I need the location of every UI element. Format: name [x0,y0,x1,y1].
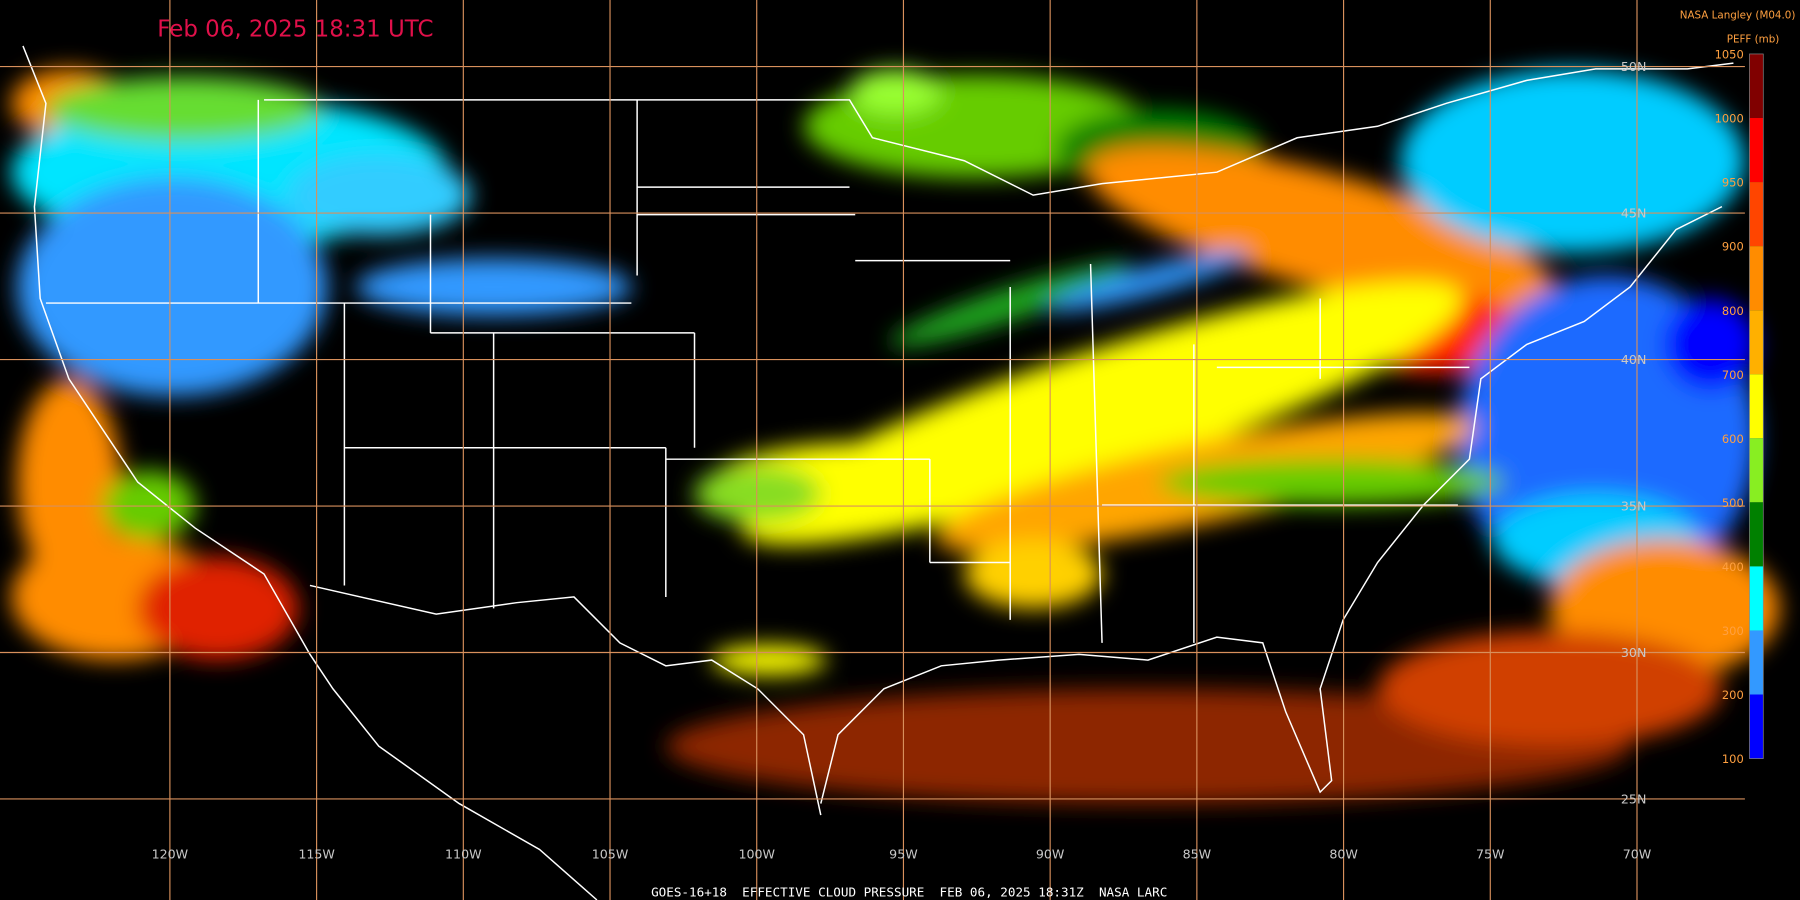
lon-label: 85W [1183,847,1212,862]
colorbar-tick-label: 500 [1722,496,1744,510]
colorbar-tick-label: 900 [1722,240,1744,254]
credit: NASA Langley (M04.0) [1680,9,1796,21]
lat-label: 50N [1621,59,1646,74]
colorbar-tick-label: 700 [1722,368,1744,382]
lon-label: 110W [445,847,482,862]
lat-label: 25N [1621,792,1646,807]
lon-label: 70W [1623,847,1652,862]
colorbar-tick-label: 100 [1722,752,1744,766]
lon-label: 115W [298,847,335,862]
colorbar-segment [1749,438,1764,503]
caption: GOES-16+18 EFFECTIVE CLOUD PRESSURE FEB … [651,885,1167,900]
colorbar-tick-label: 1000 [1715,112,1744,126]
map-outlines [22,45,1734,900]
colorbar-segment [1749,182,1764,247]
colorbar-tick-label: 1050 [1715,48,1744,62]
colorbar-tick-label: 600 [1722,432,1744,446]
colorbar-tick-label: 400 [1722,560,1744,574]
lon-label: 80W [1329,847,1358,862]
lon-label: 120W [152,847,189,862]
lon-label: 105W [592,847,629,862]
colorbar-label: PEFF (mb) [1727,33,1780,45]
colorbar-segment [1749,630,1764,695]
colorbar: 1050 1000 950 900 800 700 600 500 400 300 200 100 [1715,48,1764,766]
colorbar-segment [1749,374,1764,439]
colorbar-segment [1749,502,1764,567]
lon-label: 95W [889,847,918,862]
colorbar-segment [1749,566,1764,631]
lat-lon-grid: 120W 115W 110W 105W 100W 95W 90W 85W 80W 75W 70W 50… [0,0,1745,900]
colorbar-frame [1749,53,1764,759]
colorbar-segment [1749,694,1764,759]
lat-label: 45N [1621,206,1646,221]
lon-label: 100W [738,847,775,862]
colorbar-tick-label: 300 [1722,624,1744,638]
southern-border [309,584,822,816]
lat-label: 40N [1621,352,1646,367]
colorbar-segment [1749,118,1764,183]
lat-label: 35N [1621,499,1646,514]
colorbar-segment [1749,246,1764,311]
colorbar-segment [1749,310,1764,375]
colorbar-tick-label: 800 [1722,304,1744,318]
west-coast [22,45,598,900]
lat-label: 30N [1621,645,1646,660]
lon-label: 90W [1036,847,1065,862]
timestamp-title: Feb 06, 2025 18:31 UTC [157,17,433,43]
northern-border [264,62,1734,196]
cloud-imagery [11,68,1780,804]
colorbar-tick-label: 950 [1722,176,1744,190]
lon-label: 75W [1476,847,1505,862]
colorbar-segment [1749,53,1764,119]
state-borders [45,99,1470,643]
colorbar-tick-label: 200 [1722,688,1744,702]
gulf-east-coast [820,205,1723,804]
